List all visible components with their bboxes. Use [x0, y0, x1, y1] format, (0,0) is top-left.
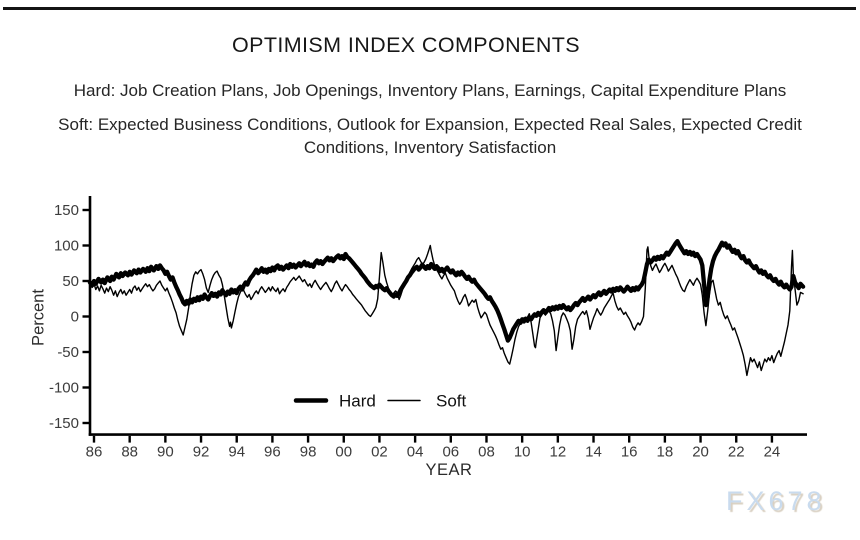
y-tick-label: 0 — [71, 309, 79, 326]
x-tick-label: 08 — [478, 444, 495, 461]
soft-components-description: Soft: Expected Business Conditions, Outl… — [58, 115, 802, 157]
watermark-fx678: FX678 — [726, 486, 826, 516]
x-tick-label: 18 — [657, 444, 674, 461]
series-line-soft — [89, 244, 804, 377]
x-tick-label: 00 — [335, 444, 352, 461]
y-tick-label: 100 — [54, 238, 79, 255]
y-tick-label: -150 — [49, 415, 79, 432]
top-divider-line — [3, 7, 856, 10]
x-tick-label: 10 — [514, 444, 531, 461]
x-tick-label: 96 — [264, 444, 281, 461]
y-tick-label: -50 — [57, 344, 79, 361]
x-tick-label: 06 — [442, 444, 459, 461]
x-tick-label: 04 — [407, 444, 424, 461]
page-title: OPTIMISM INDEX COMPONENTS — [231, 33, 581, 57]
x-tick-label: 02 — [371, 444, 388, 461]
y-tick-label: 150 — [54, 202, 79, 219]
x-tick-label: 12 — [549, 444, 566, 461]
y-tick-label: -100 — [49, 380, 79, 397]
y-tick-label: 50 — [62, 273, 79, 290]
x-tick-label: 20 — [692, 444, 709, 461]
x-tick-label: 24 — [764, 444, 781, 461]
y-axis-label: Percent — [29, 289, 48, 346]
x-tick-label: 14 — [585, 444, 602, 461]
x-tick-label: 88 — [121, 444, 138, 461]
x-tick-label: 22 — [728, 444, 745, 461]
legend-label-hard: Hard — [339, 392, 376, 411]
x-tick-label: 16 — [621, 444, 638, 461]
x-tick-label: 98 — [300, 444, 317, 461]
legend-label-soft: Soft — [436, 392, 467, 411]
x-tick-label: 92 — [193, 444, 210, 461]
x-tick-label: 86 — [86, 444, 103, 461]
x-axis-label: YEAR — [425, 461, 473, 479]
x-tick-label: 94 — [228, 444, 245, 461]
x-tick-label: 90 — [157, 444, 174, 461]
series-line-hard — [87, 239, 806, 343]
hard-components-description: Hard: Job Creation Plans, Job Openings, … — [73, 81, 787, 100]
